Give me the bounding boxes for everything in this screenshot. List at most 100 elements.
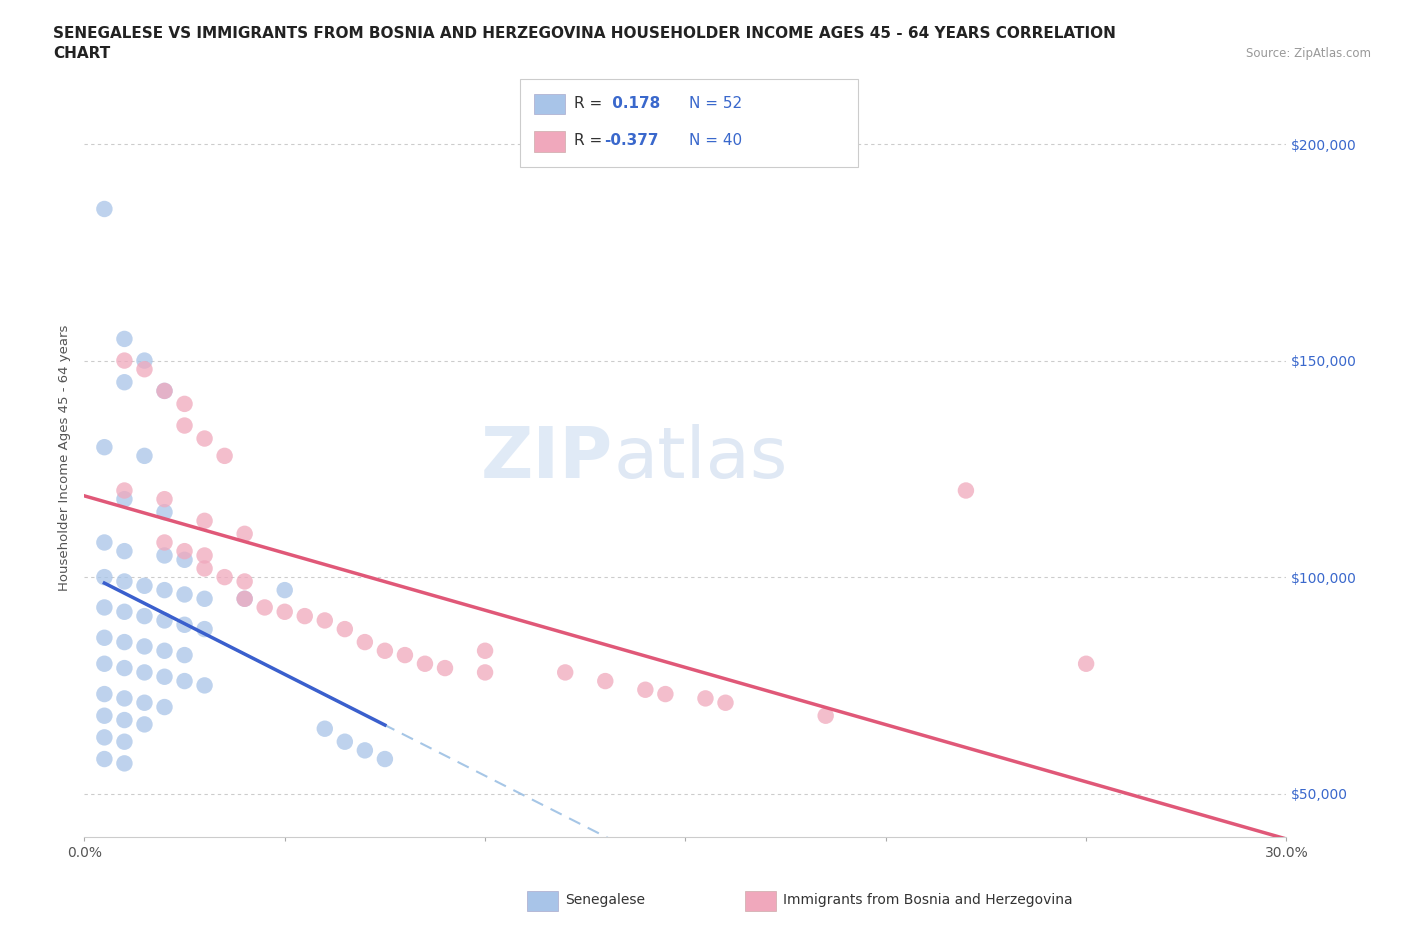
Point — [153, 548, 176, 563]
Text: CHART: CHART — [53, 46, 111, 61]
Text: SENEGALESE VS IMMIGRANTS FROM BOSNIA AND HERZEGOVINA HOUSEHOLDER INCOME AGES 45 : SENEGALESE VS IMMIGRANTS FROM BOSNIA AND… — [53, 26, 1116, 41]
Point — [114, 691, 135, 706]
Point — [153, 383, 176, 398]
Text: ZIP: ZIP — [481, 423, 613, 493]
Point — [134, 353, 156, 368]
Point — [173, 673, 195, 688]
Point — [93, 535, 115, 550]
Point — [114, 375, 135, 390]
Point — [134, 639, 156, 654]
Point — [134, 362, 156, 377]
Point — [93, 686, 115, 701]
Point — [114, 604, 135, 619]
Point — [114, 353, 135, 368]
Point — [354, 743, 377, 758]
Point — [93, 440, 115, 455]
Text: N = 40: N = 40 — [689, 133, 742, 148]
Point — [153, 670, 176, 684]
Point — [93, 570, 115, 585]
Text: 0.178: 0.178 — [607, 96, 661, 111]
Point — [134, 448, 156, 463]
Point — [134, 578, 156, 593]
Point — [93, 751, 115, 766]
Point — [434, 660, 457, 675]
Point — [714, 696, 737, 711]
Point — [394, 647, 416, 662]
Point — [114, 660, 135, 675]
Point — [114, 492, 135, 507]
Point — [374, 751, 396, 766]
Point — [114, 331, 135, 346]
Point — [153, 613, 176, 628]
Point — [153, 383, 176, 398]
Point — [814, 709, 837, 724]
Point — [1215, 864, 1237, 879]
Text: atlas: atlas — [613, 423, 787, 493]
Point — [134, 665, 156, 680]
Point — [153, 535, 176, 550]
Point — [93, 600, 115, 615]
Point — [233, 574, 256, 589]
Point — [173, 552, 195, 567]
Point — [93, 202, 115, 217]
Point — [153, 492, 176, 507]
Point — [114, 574, 135, 589]
Point — [134, 608, 156, 623]
Point — [413, 657, 436, 671]
Point — [194, 513, 217, 528]
Point — [233, 591, 256, 606]
Text: R =: R = — [574, 133, 607, 148]
Point — [93, 730, 115, 745]
Point — [153, 583, 176, 598]
Point — [93, 657, 115, 671]
Point — [634, 683, 657, 698]
Point — [114, 712, 135, 727]
Point — [194, 621, 217, 636]
Point — [314, 613, 336, 628]
Text: Senegalese: Senegalese — [565, 893, 645, 908]
Point — [173, 544, 195, 559]
Point — [333, 735, 356, 750]
Point — [134, 717, 156, 732]
Point — [173, 418, 195, 433]
Point — [153, 699, 176, 714]
Point — [173, 647, 195, 662]
Point — [314, 722, 336, 737]
Point — [654, 686, 676, 701]
Point — [1076, 657, 1098, 671]
Point — [114, 756, 135, 771]
Point — [474, 644, 496, 658]
Point — [554, 665, 576, 680]
Point — [474, 665, 496, 680]
Point — [333, 621, 356, 636]
Point — [93, 631, 115, 645]
Point — [233, 591, 256, 606]
Point — [194, 548, 217, 563]
Point — [153, 505, 176, 520]
Text: Immigrants from Bosnia and Herzegovina: Immigrants from Bosnia and Herzegovina — [783, 893, 1073, 908]
Point — [173, 396, 195, 411]
Y-axis label: Householder Income Ages 45 - 64 years: Householder Income Ages 45 - 64 years — [58, 325, 72, 591]
Point — [214, 570, 236, 585]
Point — [354, 634, 377, 649]
Point — [294, 608, 316, 623]
Text: N = 52: N = 52 — [689, 96, 742, 111]
Point — [173, 618, 195, 632]
Point — [374, 644, 396, 658]
Point — [114, 634, 135, 649]
Point — [114, 483, 135, 498]
Point — [274, 583, 297, 598]
Text: -0.377: -0.377 — [605, 133, 659, 148]
Point — [173, 587, 195, 602]
Point — [253, 600, 276, 615]
Text: R =: R = — [574, 96, 607, 111]
Point — [955, 483, 977, 498]
Point — [114, 544, 135, 559]
Point — [114, 735, 135, 750]
Point — [93, 709, 115, 724]
Point — [134, 696, 156, 711]
Point — [595, 673, 617, 688]
Point — [194, 561, 217, 576]
Point — [194, 432, 217, 446]
Point — [194, 678, 217, 693]
